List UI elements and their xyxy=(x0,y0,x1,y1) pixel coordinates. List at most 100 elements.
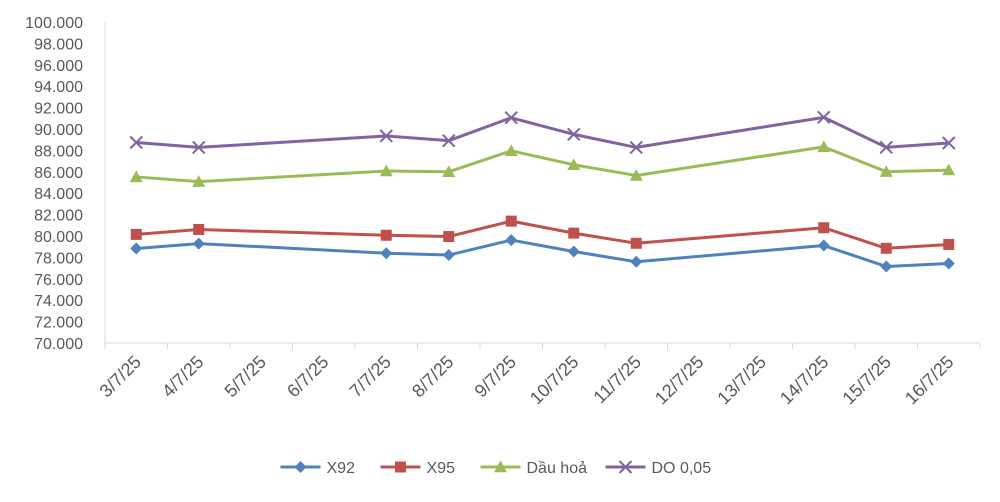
data-point xyxy=(192,175,206,187)
legend-label: X95 xyxy=(427,460,456,477)
marker-stroke xyxy=(379,129,393,143)
data-point xyxy=(879,140,893,155)
data-point xyxy=(505,215,517,227)
legend-item: Dầu hoả xyxy=(480,460,588,477)
y-tick-label: 100.000 xyxy=(25,15,83,32)
data-point xyxy=(568,227,580,239)
legend-marker xyxy=(494,460,507,473)
legend-marker xyxy=(395,461,406,473)
x-tick-label: 14/7/25 xyxy=(776,352,833,409)
data-point xyxy=(880,242,892,254)
data-point xyxy=(442,249,455,262)
data-point xyxy=(130,242,143,255)
legend-label: DO 0,05 xyxy=(652,460,712,477)
x-tick-label: 7/7/25 xyxy=(346,352,396,402)
series-line xyxy=(136,115,949,149)
data-point xyxy=(379,164,393,177)
y-tick-label: 96.000 xyxy=(34,58,83,75)
series-lines xyxy=(129,110,956,273)
data-point xyxy=(504,111,518,125)
y-tick-label: 84.000 xyxy=(34,186,83,203)
data-point xyxy=(193,223,205,235)
series-line xyxy=(136,238,949,268)
x-tick-label: 5/7/25 xyxy=(221,352,271,402)
y-tick-label: 76.000 xyxy=(34,272,83,289)
x-tick-label: 10/7/25 xyxy=(526,352,583,409)
y-tick-label: 88.000 xyxy=(34,143,83,160)
data-point xyxy=(192,140,206,155)
y-tick-label: 86.000 xyxy=(34,165,83,182)
data-point xyxy=(504,144,518,157)
series-line xyxy=(136,219,949,250)
series-d-u-ho- xyxy=(129,140,956,187)
data-point xyxy=(817,140,831,153)
series-line xyxy=(136,145,949,184)
legend-item: X95 xyxy=(380,460,456,477)
series-x92 xyxy=(130,234,955,273)
marker-stroke xyxy=(817,110,831,125)
data-point xyxy=(380,229,392,241)
y-tick-label: 94.000 xyxy=(34,79,83,96)
legend-marker xyxy=(618,460,633,474)
y-tick-label: 74.000 xyxy=(34,293,83,310)
series-do-0-05 xyxy=(129,110,956,155)
marker-stroke xyxy=(192,140,206,155)
marker-stroke xyxy=(942,136,956,150)
data-point xyxy=(129,170,143,183)
x-tick-label: 9/7/25 xyxy=(471,352,521,402)
data-point xyxy=(567,158,581,170)
data-point xyxy=(630,255,643,268)
y-tick-label: 78.000 xyxy=(34,250,83,267)
data-point xyxy=(129,135,143,150)
data-point xyxy=(817,110,831,125)
data-point xyxy=(630,237,642,249)
data-point xyxy=(192,237,205,250)
x-tick-label: 11/7/25 xyxy=(589,352,645,408)
data-point xyxy=(567,245,580,258)
x-tick-label: 3/7/25 xyxy=(96,352,146,402)
data-point xyxy=(442,165,456,177)
x-tick-label: 8/7/25 xyxy=(408,352,458,402)
marker-stroke xyxy=(879,140,893,155)
x-tick-label: 15/7/25 xyxy=(838,352,895,409)
marker-stroke xyxy=(129,135,143,150)
data-point xyxy=(567,127,581,142)
y-tick-label: 82.000 xyxy=(34,208,83,225)
data-point xyxy=(629,140,643,155)
legend-item: X92 xyxy=(280,460,356,477)
data-point xyxy=(942,136,956,150)
marker-stroke xyxy=(567,127,581,142)
x-tick-label: 6/7/25 xyxy=(283,352,333,402)
data-point xyxy=(442,133,456,148)
data-point xyxy=(379,129,393,143)
legend: X92 X95 Dầu hoả DO 0,05 xyxy=(280,460,712,477)
x-tick-label: 16/7/25 xyxy=(901,352,958,409)
data-point xyxy=(942,257,955,270)
data-point xyxy=(880,260,893,273)
marker-stroke xyxy=(618,460,633,474)
legend-label: Dầu hoả xyxy=(527,460,588,477)
marker-stroke xyxy=(629,140,643,155)
data-point xyxy=(443,231,455,243)
data-point xyxy=(380,247,393,260)
y-tick-label: 80.000 xyxy=(34,229,83,246)
data-point xyxy=(942,163,956,176)
data-point xyxy=(817,239,830,252)
x-tick-label: 12/7/25 xyxy=(651,352,708,409)
data-point xyxy=(818,222,830,234)
data-point xyxy=(505,234,518,247)
legend-marker xyxy=(294,461,307,473)
legend-label: X92 xyxy=(327,460,356,477)
series-x95 xyxy=(130,215,955,254)
axes: 70.000 72.000 74.000 76.000 78.000 80.000 82.0… xyxy=(25,15,981,409)
x-tick-label: 4/7/25 xyxy=(158,352,208,402)
data-point xyxy=(943,238,955,250)
y-tick-label: 72.000 xyxy=(34,315,83,332)
y-tick-label: 70.000 xyxy=(34,336,83,353)
x-tick-label: 13/7/25 xyxy=(713,352,770,409)
data-point xyxy=(879,165,893,177)
legend-item: DO 0,05 xyxy=(605,460,712,477)
y-tick-label: 98.000 xyxy=(34,36,83,53)
